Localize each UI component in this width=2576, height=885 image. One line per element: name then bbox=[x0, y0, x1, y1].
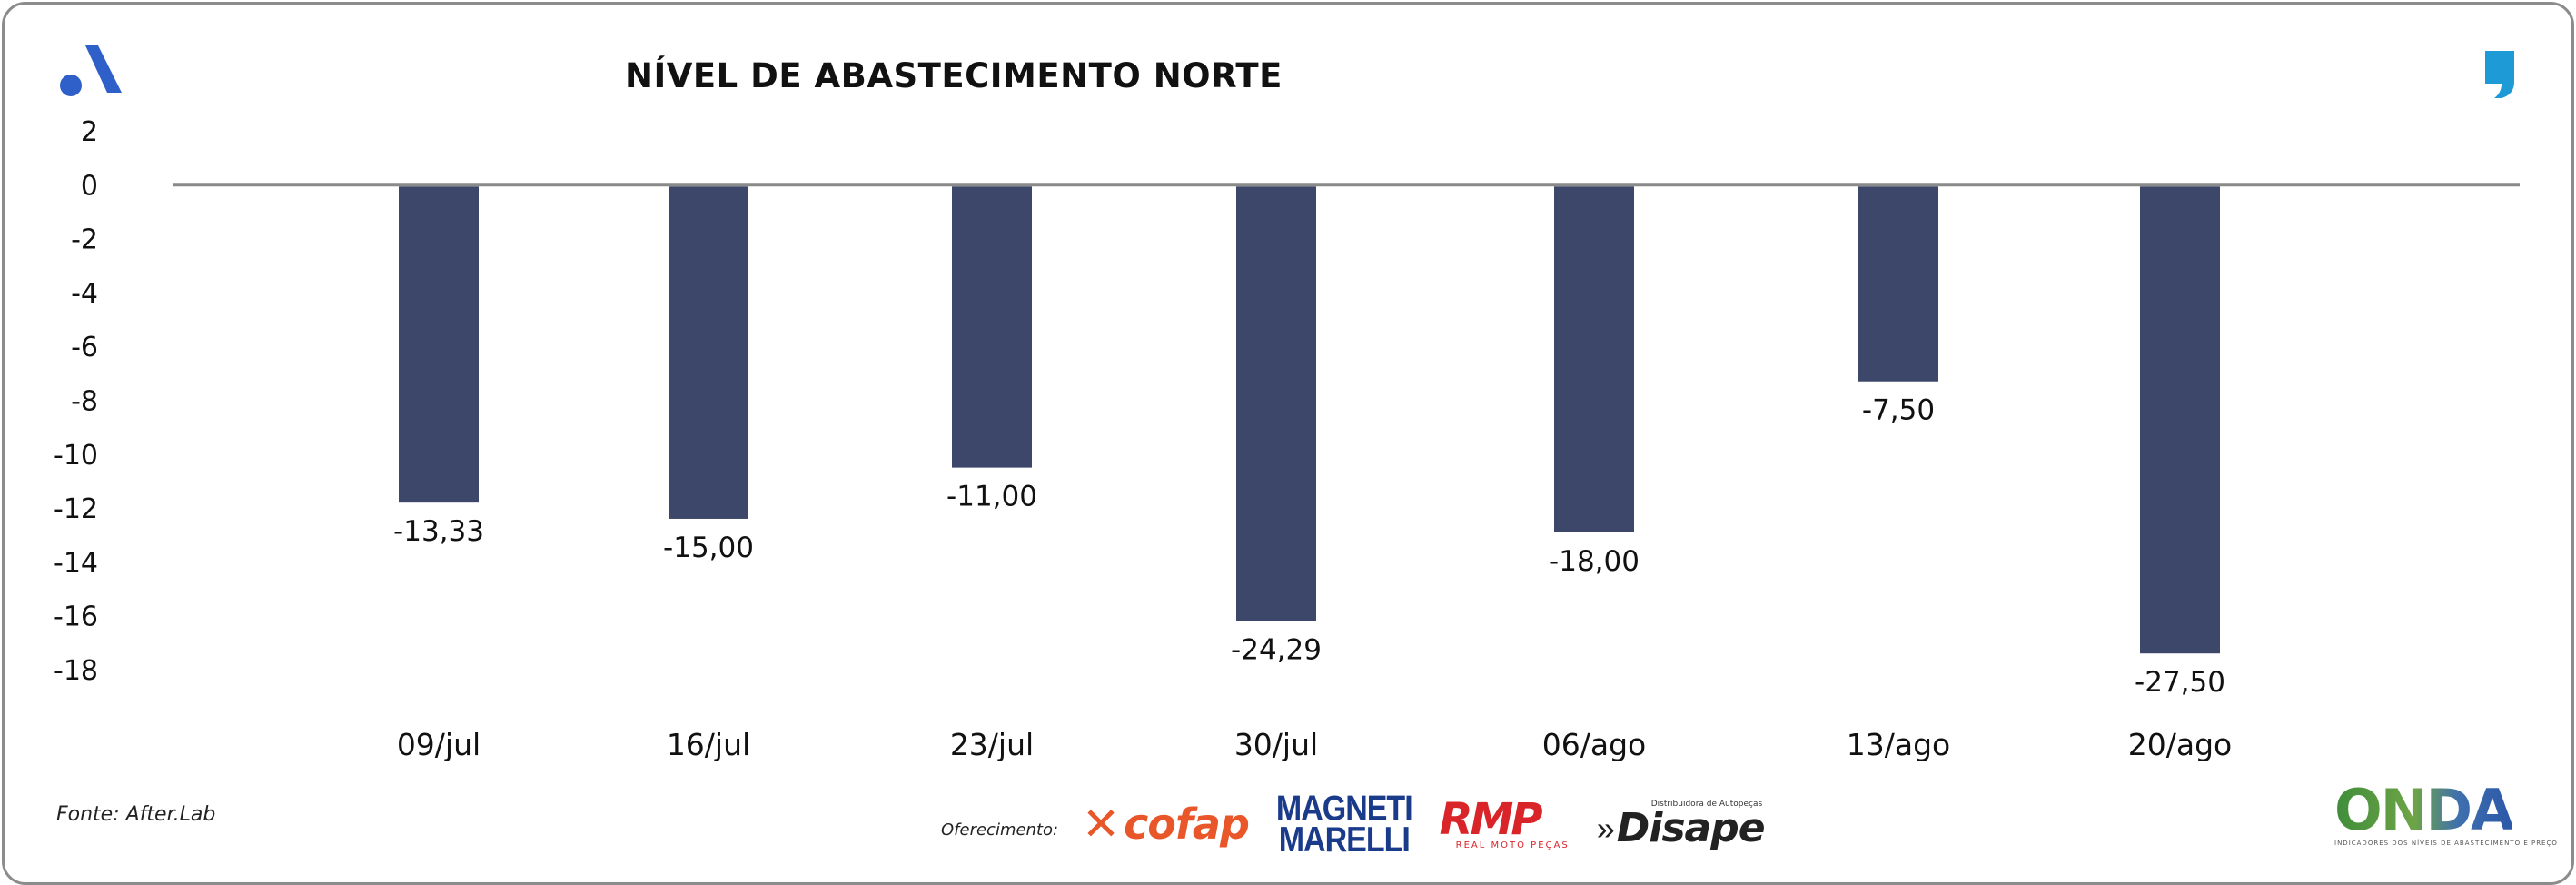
cofap-wordmark: cofap bbox=[1124, 800, 1250, 849]
cofap-logo: ✕ cofap bbox=[1082, 798, 1250, 850]
onda-subtitle: INDICADORES DOS NÍVEIS DE ABASTECIMENTO … bbox=[2334, 840, 2558, 847]
chevron-right-icon: » bbox=[1596, 810, 1615, 847]
cofap-mark-icon: ✕ bbox=[1082, 798, 1121, 850]
bar bbox=[399, 186, 479, 503]
disape-logo: Distribuidora de Autopeças » Disape bbox=[1596, 800, 1766, 851]
bar bbox=[2140, 186, 2220, 654]
y-tick-label: -6 bbox=[71, 332, 98, 363]
rmp-subtitle: REAL MOTO PEÇAS bbox=[1455, 840, 1570, 850]
data-labels: -13,33 -15,00 -11,00 -24,29 -18,00 -7,50 -27,5… bbox=[393, 394, 2225, 699]
y-tick-label: -14 bbox=[54, 547, 98, 579]
bar bbox=[952, 186, 1032, 468]
data-label: -7,50 bbox=[1862, 394, 1935, 427]
bar bbox=[1236, 186, 1316, 621]
onda-logo: ONDA INDICADORES DOS NÍVEIS DE ABASTECIM… bbox=[2334, 777, 2558, 848]
sponsor-strip: Oferecimento: ✕ cofap MAGNETI MARELLI RM… bbox=[941, 788, 1792, 860]
x-tick-label: 09/jul bbox=[397, 727, 481, 762]
y-tick-label: -2 bbox=[71, 224, 98, 256]
bars bbox=[399, 186, 2220, 654]
x-tick-label: 16/jul bbox=[667, 727, 750, 762]
data-label: -27,50 bbox=[2135, 666, 2225, 699]
rmp-logo: RMP REAL MOTO PEÇAS bbox=[1439, 793, 1570, 850]
x-tick-label: 20/ago bbox=[2128, 727, 2232, 762]
x-tick-label: 23/jul bbox=[950, 727, 1034, 762]
bar bbox=[669, 186, 748, 519]
rmp-wordmark: RMP bbox=[1439, 793, 1543, 845]
y-tick-label: 0 bbox=[81, 170, 98, 202]
source-note: Fonte: After.Lab bbox=[56, 803, 216, 826]
quote-mark-icon bbox=[2482, 47, 2518, 104]
x-tick-label: 13/ago bbox=[1847, 727, 1950, 762]
data-label: -11,00 bbox=[946, 481, 1037, 513]
y-axis-ticks: 2 0 -2 -4 -6 -8 -10 -12 -14 -16 -18 bbox=[54, 116, 98, 687]
data-label: -24,29 bbox=[1231, 634, 1322, 667]
y-tick-label: -18 bbox=[54, 655, 98, 687]
y-tick-label: -10 bbox=[54, 440, 98, 472]
y-tick-label: 2 bbox=[81, 116, 98, 148]
data-label: -18,00 bbox=[1549, 545, 1640, 578]
x-axis-categories: 09/jul 16/jul 23/jul 30/jul 06/ago 13/ago 20/a… bbox=[397, 727, 2232, 762]
y-tick-label: -8 bbox=[71, 386, 98, 418]
data-label: -13,33 bbox=[393, 515, 484, 548]
disape-wordmark: Disape bbox=[1616, 805, 1766, 851]
bar bbox=[1554, 186, 1634, 532]
data-label: -15,00 bbox=[663, 532, 754, 564]
x-tick-label: 06/ago bbox=[1542, 727, 1646, 762]
sponsor-label: Oferecimento: bbox=[941, 820, 1059, 840]
bar bbox=[1858, 186, 1938, 382]
magneti-marelli-logo: MAGNETI MARELLI bbox=[1275, 788, 1413, 860]
x-tick-label: 30/jul bbox=[1234, 727, 1318, 762]
magneti-line1: MAGNETI bbox=[1275, 788, 1413, 829]
y-tick-label: -12 bbox=[54, 493, 98, 525]
y-tick-label: -4 bbox=[71, 278, 98, 310]
chart-title: NÍVEL DE ABASTECIMENTO NORTE bbox=[625, 56, 1283, 95]
disape-subtitle: Distribuidora de Autopeças bbox=[1650, 800, 1763, 809]
a-logo-icon bbox=[58, 40, 124, 103]
onda-wordmark: ONDA bbox=[2334, 777, 2514, 843]
y-tick-label: -16 bbox=[54, 602, 98, 633]
magneti-line2: MARELLI bbox=[1278, 820, 1411, 860]
